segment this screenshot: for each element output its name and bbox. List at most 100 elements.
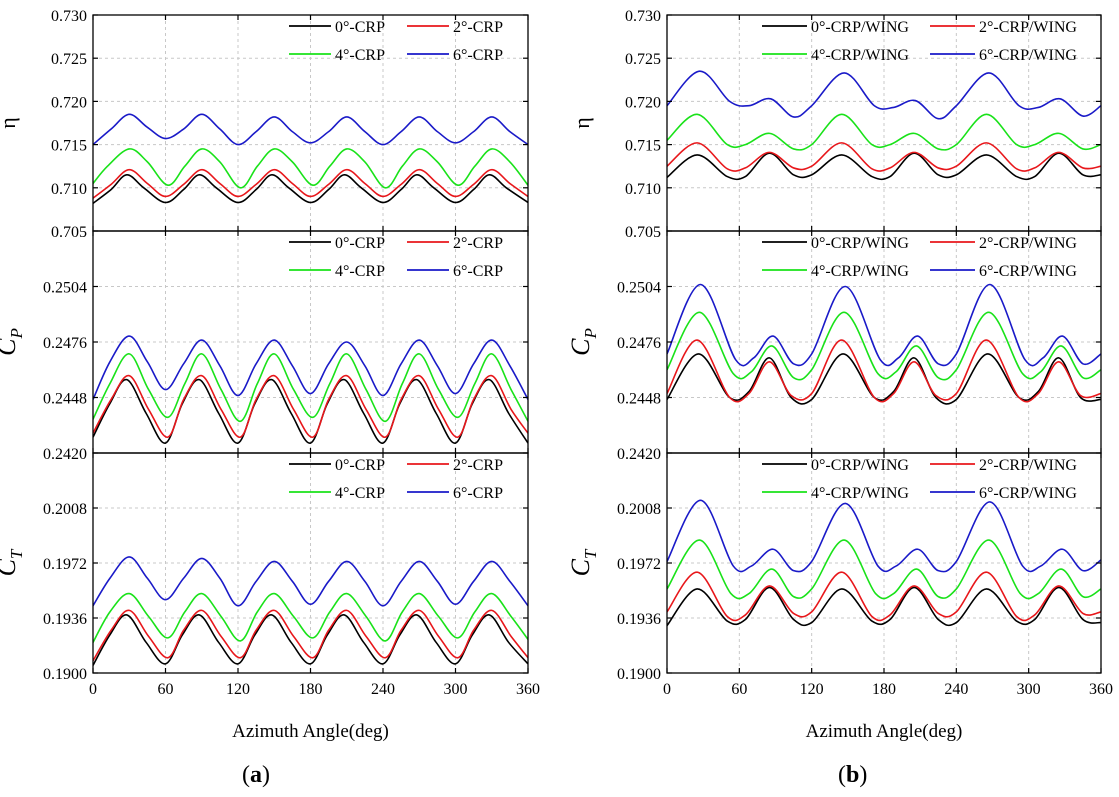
y-axis-label-sub: P — [7, 328, 26, 339]
legend-label: 4°-CRP/WING — [811, 485, 909, 502]
legend-label: 2°-CRP/WING — [979, 235, 1077, 252]
series-line-b-ct-0 — [667, 586, 1101, 627]
y-tick-label: 0.2476 — [617, 335, 661, 352]
y-axis-label: CP — [566, 328, 600, 356]
y-tick-label: 0.2008 — [43, 501, 87, 518]
y-tick-label: 0.705 — [51, 224, 87, 241]
legend-label: 6°-CRP/WING — [979, 263, 1077, 280]
legend-label: 0°-CRP — [335, 19, 385, 36]
y-axis-label-sub: T — [7, 548, 26, 559]
series-line-b-eta-3 — [667, 70, 1101, 120]
y-tick-label: 0.720 — [51, 94, 87, 111]
x-tick-label: 120 — [800, 681, 824, 698]
legend-label: 0°-CRP — [335, 457, 385, 474]
chart-b-eta: 0.705 0.710 0.715 0.720 0.725 0.730 η 0°-CRP/WI… — [569, 8, 1102, 241]
y-tick-label: 0.2448 — [617, 391, 661, 408]
series-line-a-ct-2 — [93, 592, 528, 643]
series-line-a-eta-0 — [93, 174, 528, 204]
legend-label: 2°-CRP/WING — [979, 19, 1077, 36]
x-tick-label: 300 — [1017, 681, 1041, 698]
series-line-b-ct-2 — [667, 539, 1101, 600]
y-tick-label: 0.2504 — [617, 280, 661, 297]
y-axis-label-main: C — [566, 338, 595, 356]
legend-label: 4°-CRP — [335, 263, 385, 280]
series-line-b-ct-1 — [667, 571, 1101, 622]
legend-label: 0°-CRP/WING — [811, 235, 909, 252]
series-line-a-ct-3 — [93, 556, 528, 607]
y-axis-label: η — [0, 117, 20, 129]
y-axis-label: CT — [0, 548, 26, 576]
y-tick-label: 0.1936 — [617, 611, 661, 628]
y-axis-label-main: C — [0, 558, 21, 576]
series-line-b-eta-1 — [667, 142, 1101, 172]
legend-label: 2°-CRP — [453, 19, 503, 36]
series-line-a-eta-2 — [93, 148, 528, 189]
series-line-b-cp-2 — [667, 311, 1101, 381]
legend-label: 0°-CRP/WING — [811, 19, 909, 36]
y-tick-label: 0.705 — [625, 224, 661, 241]
y-axis-label-sub: T — [581, 548, 600, 559]
y-tick-label: 0.720 — [625, 94, 661, 111]
legend-label: 4°-CRP — [335, 47, 385, 64]
x-tick-label: 120 — [226, 681, 250, 698]
y-tick-label: 0.2476 — [43, 335, 87, 352]
y-tick-label: 0.2420 — [617, 446, 661, 463]
panel-label-a-letter: a — [250, 762, 262, 788]
legend-label: 0°-CRP/WING — [811, 457, 909, 474]
series-line-a-eta-3 — [93, 113, 528, 146]
panel-label-b-letter: b — [846, 762, 860, 788]
series-line-b-ct-3 — [667, 499, 1101, 573]
series-line-b-cp-3 — [667, 283, 1101, 367]
series-line-b-cp-0 — [667, 353, 1101, 405]
y-tick-label: 0.1972 — [617, 556, 661, 573]
y-tick-label: 0.715 — [625, 138, 661, 155]
y-tick-label: 0.730 — [51, 8, 87, 25]
chart-a-cp: 0.2420 0.2448 0.2476 0.2504 CP 0°-CRP 2°-CRP 4°… — [0, 230, 529, 463]
y-tick-label: 0.730 — [625, 8, 661, 25]
x-tick-label: 360 — [1089, 681, 1113, 698]
x-tick-label: 240 — [371, 681, 395, 698]
x-tick-label: 180 — [872, 681, 896, 698]
y-tick-label: 0.710 — [51, 181, 87, 198]
y-axis-label-main: C — [0, 338, 21, 356]
y-tick-label: 0.2448 — [43, 391, 87, 408]
legend-label: 2°-CRP/WING — [979, 457, 1077, 474]
legend-label: 6°-CRP — [453, 485, 503, 502]
series-line-a-ct-1 — [93, 609, 528, 662]
series-line-a-ct-0 — [93, 614, 528, 666]
x-tick-label: 360 — [516, 681, 540, 698]
legend-label: 6°-CRP — [453, 47, 503, 64]
legend-label: 6°-CRP/WING — [979, 47, 1077, 64]
series-line-a-eta-1 — [93, 168, 528, 199]
y-tick-label: 0.1936 — [43, 611, 87, 628]
y-tick-label: 0.1972 — [43, 556, 87, 573]
series-line-b-eta-2 — [667, 113, 1101, 151]
x-tick-label: 60 — [731, 681, 747, 698]
chart-a-ct: 0.1900 0.1936 0.1972 0.2008 0 60 120 180 240 300 3… — [0, 452, 540, 742]
y-axis-label: CP — [0, 328, 26, 356]
y-tick-label: 0.2420 — [43, 446, 87, 463]
chart-b-cp: 0.2420 0.2448 0.2476 0.2504 CP 0°-CRP/WING 2°-… — [566, 230, 1102, 463]
y-tick-label: 0.2008 — [617, 501, 661, 518]
x-tick-label: 300 — [444, 681, 468, 698]
chart-b-ct: 0.1900 0.1936 0.1972 0.2008 0 60 120 180 240 300 3… — [566, 452, 1113, 742]
series-line-a-cp-2 — [93, 353, 528, 423]
legend-label: 2°-CRP — [453, 457, 503, 474]
y-tick-label: 0.1900 — [617, 666, 661, 683]
series-line-a-cp-1 — [93, 374, 528, 438]
series-line-a-cp-3 — [93, 335, 528, 400]
y-tick-label: 0.725 — [51, 51, 87, 68]
y-tick-label: 0.715 — [51, 138, 87, 155]
y-axis-label-main: C — [566, 558, 595, 576]
legend-label: 2°-CRP — [453, 235, 503, 252]
x-tick-label: 0 — [89, 681, 97, 698]
legend-label: 4°-CRP/WING — [811, 47, 909, 64]
chart-a-eta: 0.705 0.710 0.715 0.720 0.725 0.730 η 0°-CRP 2°-… — [0, 8, 529, 241]
x-tick-label: 180 — [299, 681, 323, 698]
x-tick-label: 240 — [944, 681, 968, 698]
y-axis-label-sub: P — [581, 328, 600, 339]
x-tick-label: 0 — [663, 681, 671, 698]
legend-label: 4°-CRP — [335, 485, 385, 502]
y-axis-label: CT — [566, 548, 600, 576]
